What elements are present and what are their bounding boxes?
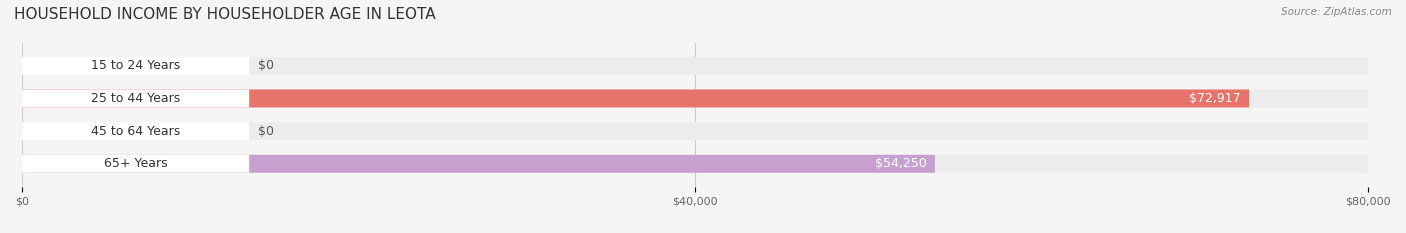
FancyBboxPatch shape xyxy=(22,89,1368,107)
Text: 65+ Years: 65+ Years xyxy=(104,157,167,170)
Text: 25 to 44 Years: 25 to 44 Years xyxy=(91,92,180,105)
Text: 45 to 64 Years: 45 to 64 Years xyxy=(91,125,180,138)
Text: $0: $0 xyxy=(257,125,274,138)
FancyBboxPatch shape xyxy=(22,89,1249,107)
FancyBboxPatch shape xyxy=(22,57,1368,75)
Text: HOUSEHOLD INCOME BY HOUSEHOLDER AGE IN LEOTA: HOUSEHOLD INCOME BY HOUSEHOLDER AGE IN L… xyxy=(14,7,436,22)
FancyBboxPatch shape xyxy=(22,122,1368,140)
Text: $0: $0 xyxy=(257,59,274,72)
FancyBboxPatch shape xyxy=(22,155,1368,173)
FancyBboxPatch shape xyxy=(22,89,249,107)
FancyBboxPatch shape xyxy=(22,155,249,173)
Text: Source: ZipAtlas.com: Source: ZipAtlas.com xyxy=(1281,7,1392,17)
Text: $54,250: $54,250 xyxy=(875,157,927,170)
FancyBboxPatch shape xyxy=(22,57,249,75)
Text: 15 to 24 Years: 15 to 24 Years xyxy=(91,59,180,72)
Text: $72,917: $72,917 xyxy=(1189,92,1240,105)
FancyBboxPatch shape xyxy=(22,155,935,173)
FancyBboxPatch shape xyxy=(22,122,249,140)
